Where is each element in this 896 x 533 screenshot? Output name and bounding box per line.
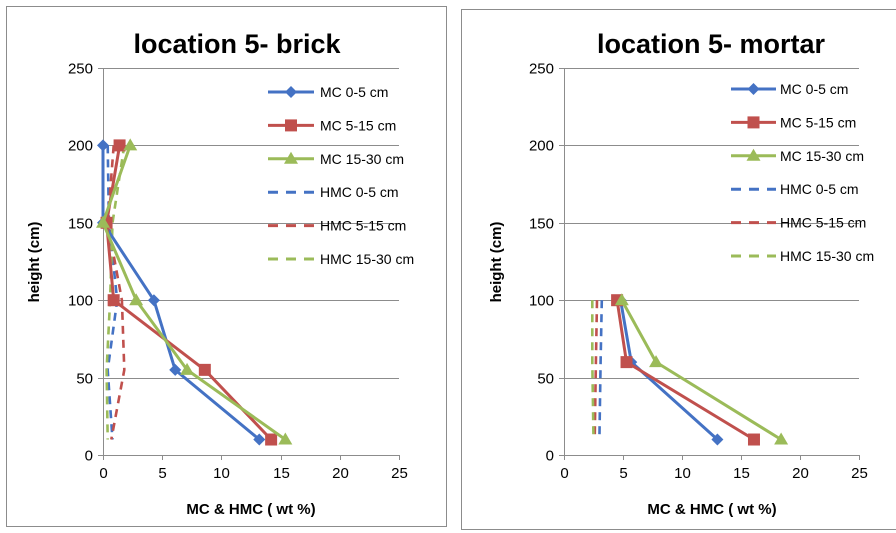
data-point-marker bbox=[113, 139, 126, 152]
x-tick-label: 25 bbox=[391, 465, 408, 482]
legend-label: HMC 0-5 cm bbox=[780, 181, 859, 197]
data-point-marker bbox=[747, 433, 760, 446]
data-point-marker bbox=[123, 138, 138, 151]
data-point-marker bbox=[147, 294, 160, 307]
chart-title: location 5- mortar bbox=[597, 29, 826, 59]
y-tick-label: 150 bbox=[529, 216, 554, 233]
chart-panel-brick: 0 50 100 150 200 250 0 5 10 15 20 25 location 5- bri… bbox=[6, 6, 447, 527]
series-hmc-5-15-cm bbox=[106, 145, 126, 440]
legend: MC 0-5 cm MC 5-15 cm MC 15-30 cm HMC 0-5 cm… bbox=[731, 81, 874, 264]
legend-label: MC 15-30 cm bbox=[320, 151, 404, 167]
data-point-marker bbox=[649, 355, 664, 368]
data-point-marker bbox=[96, 215, 110, 228]
data-point-marker bbox=[97, 139, 109, 152]
data-point-marker bbox=[169, 363, 182, 376]
x-tick-label: 0 bbox=[99, 465, 107, 482]
x-tick-label: 20 bbox=[792, 465, 809, 482]
data-point-marker bbox=[198, 363, 211, 376]
legend-label: MC 0-5 cm bbox=[780, 81, 848, 97]
x-tick-label: 10 bbox=[213, 465, 230, 482]
series-line bbox=[591, 300, 595, 440]
data-point-marker bbox=[278, 432, 293, 445]
y-tick-label: 0 bbox=[85, 448, 93, 465]
legend-label: HMC 0-5 cm bbox=[320, 184, 399, 200]
chart-panel-mortar: 0 50 100 150 200 250 0 5 10 15 20 25 location 5- mor… bbox=[458, 0, 896, 533]
legend-marker bbox=[747, 116, 760, 129]
y-tick-label: 100 bbox=[68, 293, 93, 310]
y-tick-label: 0 bbox=[546, 448, 554, 465]
data-point-marker bbox=[253, 433, 266, 446]
data-point-marker bbox=[265, 433, 278, 446]
x-tick-label: 10 bbox=[674, 465, 691, 482]
legend-label: HMC 5-15 cm bbox=[780, 215, 866, 231]
x-tick-label: 15 bbox=[733, 465, 750, 482]
data-point-marker bbox=[129, 293, 144, 306]
legend-marker bbox=[284, 151, 298, 164]
series-line bbox=[106, 145, 126, 440]
x-tick-label: 25 bbox=[851, 465, 868, 482]
data-point-marker bbox=[180, 362, 195, 375]
series-hmc-5-15-cm bbox=[593, 300, 599, 440]
legend-label: HMC 15-30 cm bbox=[780, 248, 874, 264]
legend-marker bbox=[285, 86, 297, 98]
chart-svg-1: 0 50 100 150 200 250 0 5 10 15 20 25 location 5- mor… bbox=[461, 9, 896, 530]
legend-label: MC 5-15 cm bbox=[780, 114, 856, 130]
legend-label: MC 0-5 cm bbox=[320, 84, 388, 100]
series-line bbox=[598, 300, 604, 440]
chart-title: location 5- brick bbox=[133, 29, 341, 59]
y-axis-label: height (cm) bbox=[26, 222, 43, 303]
x-tick-label: 20 bbox=[332, 465, 349, 482]
legend-marker bbox=[747, 83, 760, 95]
series-mc-15-30-cm bbox=[96, 138, 293, 445]
data-point-marker bbox=[614, 293, 629, 306]
y-tick-label: 200 bbox=[68, 138, 93, 155]
y-tick-label: 50 bbox=[537, 371, 554, 388]
legend-label: HMC 15-30 cm bbox=[320, 251, 414, 267]
legend: MC 0-5 cm MC 5-15 cm MC 15-30 cm HMC 0-5 cm… bbox=[268, 84, 414, 267]
y-tick-label: 100 bbox=[529, 293, 554, 310]
chart-frame bbox=[6, 6, 447, 527]
series-hmc-15-30-cm bbox=[591, 300, 595, 440]
y-tick-label: 50 bbox=[76, 371, 93, 388]
legend-label: HMC 5-15 cm bbox=[320, 218, 406, 234]
legend-label: MC 5-15 cm bbox=[320, 117, 396, 133]
chart-frame bbox=[461, 9, 896, 530]
legend-marker bbox=[746, 148, 761, 161]
y-tick-label: 150 bbox=[68, 216, 93, 233]
chart-svg-0: 0 50 100 150 200 250 0 5 10 15 20 25 location 5- bri… bbox=[6, 6, 447, 527]
series-mc-0-5-cm bbox=[97, 139, 266, 446]
legend-marker bbox=[285, 119, 297, 132]
legend-label: MC 15-30 cm bbox=[780, 148, 864, 164]
y-tick-label: 200 bbox=[529, 138, 554, 155]
y-tick-label: 250 bbox=[529, 61, 554, 78]
series-hmc-0-5-cm bbox=[598, 300, 604, 440]
data-point-marker bbox=[620, 356, 633, 369]
x-tick-label: 5 bbox=[619, 465, 627, 482]
x-tick-label: 15 bbox=[273, 465, 290, 482]
data-point-marker bbox=[107, 294, 120, 307]
series-mc-15-30-cm bbox=[614, 293, 789, 445]
x-axis-label: MC & HMC ( wt %) bbox=[647, 501, 776, 518]
y-axis-label: height (cm) bbox=[488, 222, 505, 303]
y-tick-label: 250 bbox=[68, 61, 93, 78]
data-point-marker bbox=[774, 432, 789, 445]
data-point-marker bbox=[711, 433, 724, 446]
x-tick-label: 0 bbox=[560, 465, 568, 482]
x-axis-label: MC & HMC ( wt %) bbox=[186, 501, 315, 518]
series-line bbox=[593, 300, 599, 440]
x-tick-label: 5 bbox=[158, 465, 166, 482]
